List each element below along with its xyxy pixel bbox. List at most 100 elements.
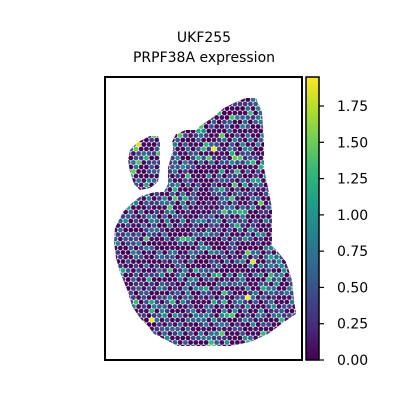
- expression-spot: [268, 245, 274, 251]
- expression-spot: [237, 110, 243, 116]
- expression-spot: [128, 209, 134, 215]
- expression-spot: [255, 205, 261, 210]
- expression-spot: [118, 218, 123, 224]
- expression-spot: [201, 164, 207, 170]
- expression-spot: [219, 151, 225, 156]
- expression-spot: [235, 232, 240, 237]
- expression-spot: [141, 313, 147, 318]
- expression-spot: [193, 196, 199, 201]
- expression-spot: [164, 326, 170, 332]
- expression-spot: [141, 304, 147, 309]
- expression-spot: [268, 299, 274, 305]
- expression-spot: [242, 209, 248, 215]
- expression-spot: [118, 227, 123, 233]
- expression-spot: [146, 223, 152, 228]
- expression-spot: [146, 286, 152, 291]
- expression-spot: [240, 187, 246, 192]
- expression-spot: [237, 200, 243, 206]
- expression-spot: [248, 146, 253, 152]
- expression-spot: [284, 299, 290, 305]
- expression-spot: [253, 209, 258, 215]
- expression-spot: [183, 259, 188, 264]
- expression-spot: [159, 263, 165, 269]
- expression-spot: [159, 245, 165, 251]
- expression-spot: [203, 214, 209, 219]
- expression-spot: [118, 254, 123, 260]
- expression-spot: [206, 317, 212, 323]
- expression-spot: [118, 263, 123, 269]
- expression-spot: [146, 196, 152, 201]
- expression-spot: [133, 263, 139, 269]
- expression-spot: [172, 187, 178, 192]
- expression-spot: [183, 250, 188, 255]
- expression-spot: [261, 295, 266, 300]
- expression-spot: [214, 178, 220, 183]
- expression-spot: [177, 295, 183, 300]
- expression-spot: [133, 200, 139, 206]
- expression-spot: [141, 295, 147, 300]
- expression-spot: [242, 119, 248, 125]
- expression-spot: [242, 254, 248, 260]
- expression-spot: [154, 317, 160, 323]
- expression-spot: [188, 304, 194, 309]
- expression-spot: [219, 295, 225, 300]
- expression-spot: [240, 115, 246, 120]
- expression-spot: [245, 331, 251, 336]
- expression-spot: [131, 250, 136, 255]
- expression-spot: [136, 241, 142, 246]
- expression-spot: [170, 245, 175, 251]
- expression-spot: [154, 290, 160, 296]
- expression-spot: [206, 281, 212, 287]
- expression-spot: [266, 322, 271, 327]
- expression-spot: [206, 227, 212, 233]
- expression-spot: [211, 290, 217, 296]
- expression-spot: [185, 335, 191, 341]
- expression-spot: [224, 205, 230, 210]
- expression-spot: [245, 268, 251, 273]
- expression-spot: [224, 106, 230, 111]
- expression-spot: [276, 259, 282, 264]
- expression-spot: [229, 106, 235, 111]
- expression-spot: [253, 119, 258, 125]
- expression-spot: [198, 160, 204, 165]
- expression-spot: [146, 151, 152, 156]
- expression-spot: [188, 268, 194, 273]
- expression-spot: [138, 263, 144, 269]
- expression-spot: [235, 304, 240, 309]
- expression-spot: [159, 236, 165, 242]
- expression-spot: [245, 250, 251, 255]
- expression-spot: [131, 268, 136, 273]
- expression-spot: [216, 146, 222, 152]
- expression-spot: [136, 205, 142, 210]
- expression-spot: [193, 133, 199, 138]
- expression-spot: [263, 263, 269, 269]
- expression-spot: [255, 160, 261, 165]
- expression-spot: [167, 295, 173, 300]
- expression-spot: [250, 250, 256, 255]
- expression-spot: [125, 277, 131, 282]
- expression-spot: [138, 299, 144, 305]
- expression-spot: [151, 160, 157, 165]
- expression-spot: [177, 223, 183, 228]
- expression-spot: [185, 227, 191, 233]
- expression-spot: [248, 227, 253, 233]
- expression-spot: [253, 110, 258, 116]
- expression-spot: [250, 115, 256, 120]
- expression-spot: [146, 232, 152, 237]
- expression-spot: [203, 160, 209, 165]
- expression-spot: [146, 250, 152, 255]
- expression-spot: [170, 263, 175, 269]
- expression-spot: [263, 209, 269, 215]
- expression-spot: [224, 277, 230, 282]
- expression-spot: [229, 313, 235, 318]
- expression-spot: [146, 205, 152, 210]
- expression-spot: [209, 133, 214, 138]
- expression-spot: [177, 133, 183, 138]
- expression-spot: [211, 272, 217, 278]
- expression-spot: [198, 241, 204, 246]
- expression-spot: [229, 295, 235, 300]
- expression-spot: [232, 281, 238, 287]
- expression-spot: [214, 142, 220, 147]
- expression-spot: [250, 277, 256, 282]
- expression-spot: [172, 178, 178, 183]
